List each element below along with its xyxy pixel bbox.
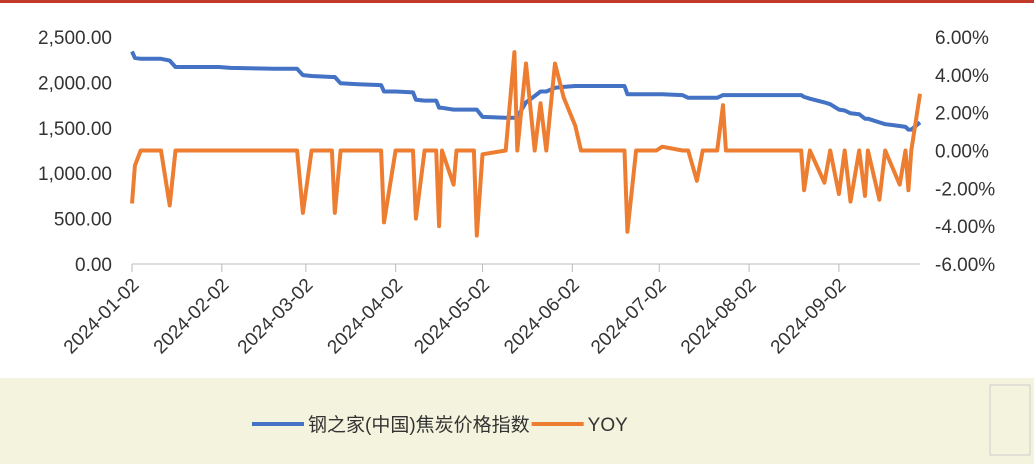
legend-label: 钢之家(中国)焦炭价格指数 (308, 414, 530, 436)
x-tick-label: 2024-03-02 (234, 275, 318, 359)
y2-tick-label: -2.00% (935, 179, 995, 200)
legend-box (0, 378, 1034, 464)
top-border (0, 0, 1034, 3)
y-tick-label: 2,500.00 (38, 28, 112, 49)
x-tick-label: 2024-04-02 (324, 275, 408, 359)
frame (989, 384, 1031, 456)
y-tick-label: 1,500.00 (38, 119, 112, 140)
series-line (130, 50, 922, 132)
x-tick-label: 2024-06-02 (500, 275, 584, 359)
x-tick-label: 2024-08-02 (677, 275, 761, 359)
y2-tick-label: 2.00% (935, 104, 989, 125)
y2-tick-label: 6.00% (935, 28, 989, 49)
y-tick-label: 1,000.00 (38, 164, 112, 185)
y2-tick-label: 0.00% (935, 142, 989, 163)
y-tick-label: 500.00 (54, 210, 112, 231)
x-tick-label: 2024-01-02 (60, 275, 144, 359)
y2-tick-label: -4.00% (935, 217, 995, 238)
x-tick-label: 2024-09-02 (767, 275, 851, 359)
x-tick-label: 2024-07-02 (587, 275, 671, 359)
x-tick-label: 2024-05-02 (410, 275, 494, 359)
x-tick-label: 2024-02-02 (150, 275, 234, 359)
y2-tick-label: 4.00% (935, 66, 989, 87)
series-line (130, 50, 922, 238)
legend-label: YOY (588, 415, 628, 436)
y-tick-label: 2,000.00 (38, 73, 112, 94)
y-tick-label: 0.00 (75, 255, 112, 276)
y2-tick-label: -6.00% (935, 255, 995, 276)
